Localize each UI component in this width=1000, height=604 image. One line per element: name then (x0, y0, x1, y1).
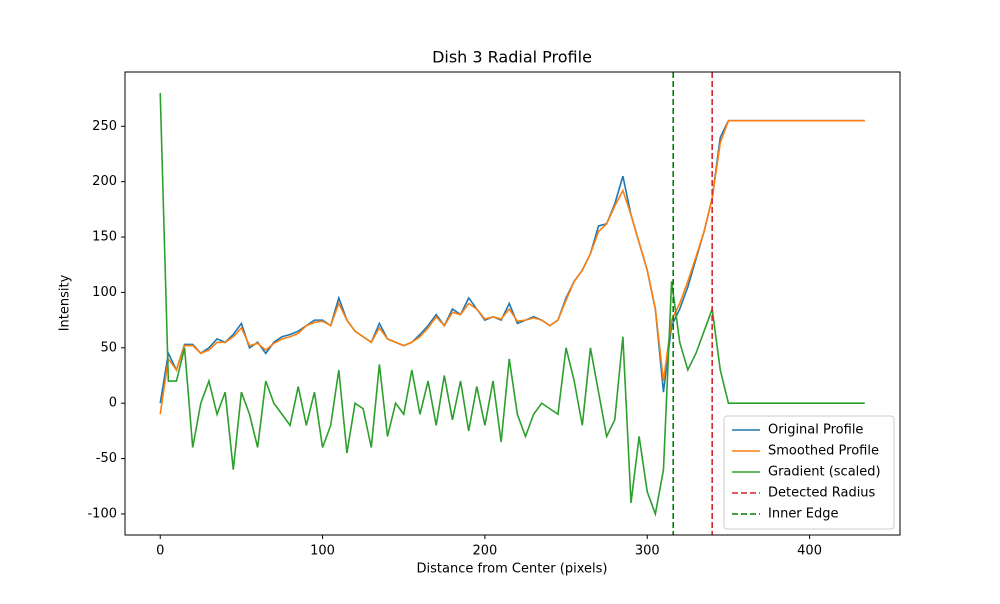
x-tick-label: 200 (472, 544, 497, 559)
legend-label: Inner Edge (768, 507, 839, 522)
x-tick-label: 300 (635, 544, 660, 559)
legend-box (723, 415, 895, 530)
y-tick-label: 0 (109, 396, 117, 411)
y-tick-label: 50 (100, 340, 117, 355)
x-tick-label: 100 (310, 544, 335, 559)
x-tick-label: 400 (797, 544, 822, 559)
x-axis-label: Distance from Center (pixels) (417, 562, 608, 577)
line-series (159, 119, 865, 404)
line-series (159, 119, 865, 415)
legend-label: Gradient (scaled) (768, 465, 881, 480)
chart-title: Dish 3 Radial Profile (432, 48, 592, 67)
line-series (159, 93, 865, 517)
legend-label: Smoothed Profile (768, 444, 879, 459)
plot-frame (124, 71, 901, 536)
y-tick-label: -100 (87, 506, 117, 521)
legend-label: Original Profile (768, 423, 863, 438)
y-tick-label: -50 (96, 451, 117, 466)
legend-label: Detected Radius (768, 486, 876, 501)
y-axis-label: Intensity (58, 274, 73, 331)
y-tick-label: 150 (92, 230, 117, 245)
y-tick-label: 100 (92, 285, 117, 300)
x-tick-label: 0 (156, 544, 164, 559)
y-tick-label: 250 (92, 119, 117, 134)
y-tick-label: 200 (92, 174, 117, 189)
